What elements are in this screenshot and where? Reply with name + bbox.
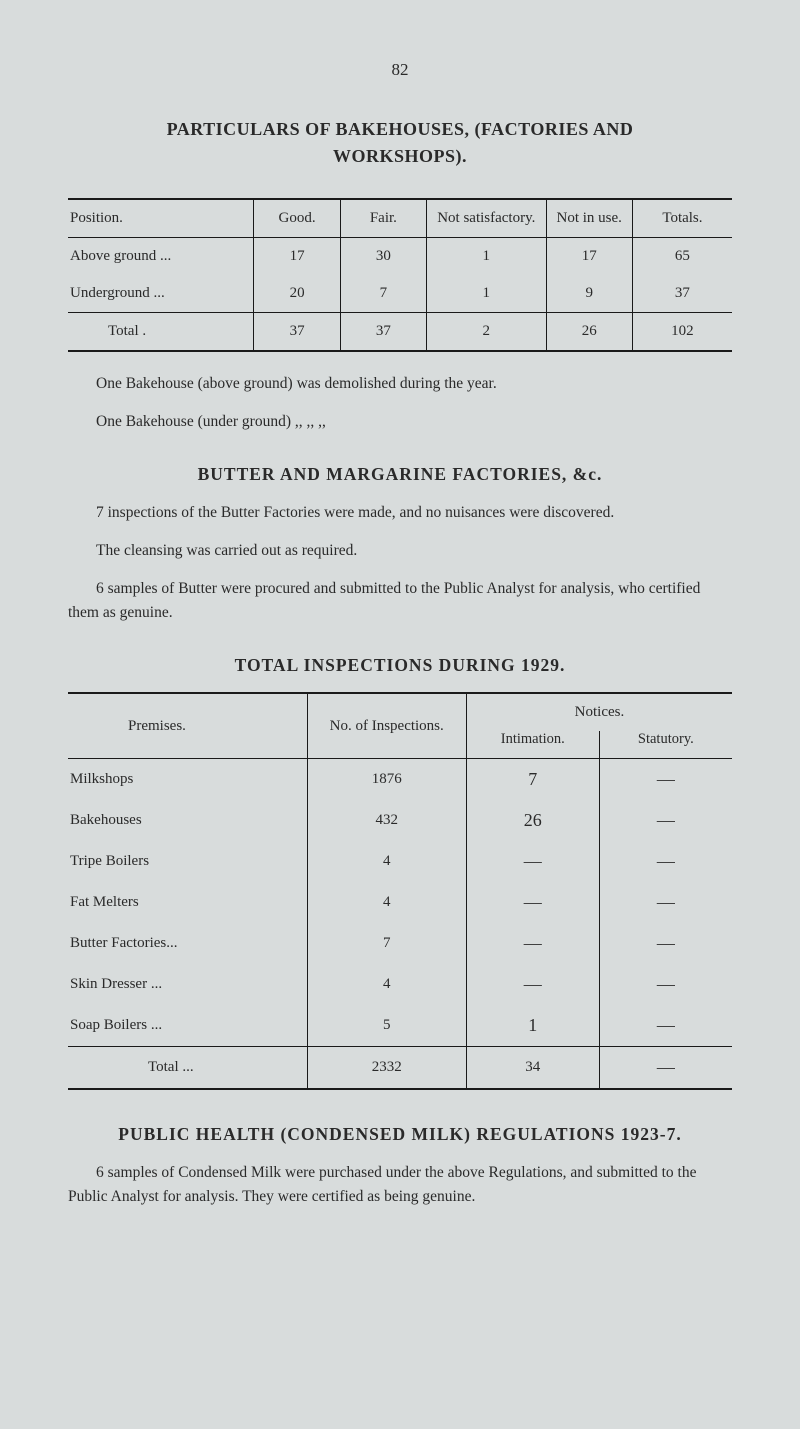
- col-statutory: Statutory.: [599, 731, 732, 759]
- cell-statutory: —: [599, 841, 732, 882]
- col-intimation: Intimation.: [466, 731, 599, 759]
- cell-intimation: 34: [466, 1047, 599, 1090]
- cell-intimation: 26: [466, 800, 599, 841]
- cell-fair: 30: [340, 238, 426, 276]
- table-total-row: Total . 37 37 2 26 102: [68, 313, 732, 352]
- cell-statutory: —: [599, 1047, 732, 1090]
- paragraph: 6 samples of Condensed Milk were purchas…: [68, 1161, 732, 1209]
- section-title-inspections: TOTAL INSPECTIONS DURING 1929.: [68, 655, 732, 676]
- cell-inspections: 432: [307, 800, 466, 841]
- table-row: Skin Dresser ...4——: [68, 964, 732, 1005]
- cell-statutory: —: [599, 1005, 732, 1047]
- table-row: Milkshops18767—: [68, 759, 732, 801]
- cell-premises: Tripe Boilers: [68, 841, 307, 882]
- cell-total-label: Total ...: [68, 1047, 307, 1090]
- section-title-butter: BUTTER AND MARGARINE FACTORIES, &c.: [68, 464, 732, 485]
- cell-fair: 37: [340, 313, 426, 352]
- cell-not-in-use: 26: [546, 313, 632, 352]
- cell-inspections: 4: [307, 882, 466, 923]
- cell-good: 17: [254, 238, 340, 276]
- cell-inspections: 5: [307, 1005, 466, 1047]
- cell-inspections: 4: [307, 964, 466, 1005]
- bakehouses-table: Position. Good. Fair. Not satisfactory. …: [68, 198, 732, 352]
- cell-intimation: 1: [466, 1005, 599, 1047]
- cell-statutory: —: [599, 964, 732, 1005]
- section-title-public-health: PUBLIC HEALTH (CONDENSED MILK) REGULATIO…: [68, 1124, 732, 1145]
- paragraph: 6 samples of Butter were procured and su…: [68, 577, 732, 625]
- cell-intimation: 7: [466, 759, 599, 801]
- page-number: 82: [68, 60, 732, 80]
- cell-position: Above ground ...: [68, 238, 254, 276]
- col-good: Good.: [254, 199, 340, 238]
- cell-statutory: —: [599, 759, 732, 801]
- cell-not-in-use: 9: [546, 275, 632, 313]
- col-notices: Notices.: [466, 693, 732, 731]
- cell-not-in-use: 17: [546, 238, 632, 276]
- col-position: Position.: [68, 199, 254, 238]
- table-row: Above ground ... 17 30 1 17 65: [68, 238, 732, 276]
- table-row: Bakehouses43226—: [68, 800, 732, 841]
- col-fair: Fair.: [340, 199, 426, 238]
- cell-inspections: 7: [307, 923, 466, 964]
- cell-premises: Skin Dresser ...: [68, 964, 307, 1005]
- cell-premises: Milkshops: [68, 759, 307, 801]
- cell-good: 20: [254, 275, 340, 313]
- table-row: Soap Boilers ...51—: [68, 1005, 732, 1047]
- cell-intimation: —: [466, 841, 599, 882]
- table-total-row: Total ... 2332 34 —: [68, 1047, 732, 1090]
- cell-intimation: —: [466, 882, 599, 923]
- cell-position: Underground ...: [68, 275, 254, 313]
- cell-totals: 102: [632, 313, 732, 352]
- cell-not-sat: 2: [427, 313, 547, 352]
- cell-inspections: 1876: [307, 759, 466, 801]
- cell-totals: 65: [632, 238, 732, 276]
- cell-intimation: —: [466, 964, 599, 1005]
- paragraph: 7 inspections of the Butter Factories we…: [68, 501, 732, 525]
- table-row: Butter Factories...7——: [68, 923, 732, 964]
- paragraph: One Bakehouse (under ground) ,, ,, ,,: [68, 410, 732, 434]
- cell-statutory: —: [599, 800, 732, 841]
- cell-inspections: 4: [307, 841, 466, 882]
- cell-intimation: —: [466, 923, 599, 964]
- cell-good: 37: [254, 313, 340, 352]
- col-totals: Totals.: [632, 199, 732, 238]
- cell-inspections: 2332: [307, 1047, 466, 1090]
- table-header-row: Premises. No. of Inspections. Notices.: [68, 693, 732, 731]
- paragraph: One Bakehouse (above ground) was demolis…: [68, 372, 732, 396]
- col-not-satisfactory: Not satisfactory.: [427, 199, 547, 238]
- cell-fair: 7: [340, 275, 426, 313]
- title-line-1: PARTICULARS OF BAKEHOUSES, (FACTORIES AN…: [167, 119, 634, 139]
- inspections-table: Premises. No. of Inspections. Notices. I…: [68, 692, 732, 1090]
- table-row: Tripe Boilers4——: [68, 841, 732, 882]
- col-premises: Premises.: [68, 693, 307, 759]
- page-title: PARTICULARS OF BAKEHOUSES, (FACTORIES AN…: [68, 116, 732, 170]
- cell-statutory: —: [599, 923, 732, 964]
- cell-total-label: Total .: [68, 313, 254, 352]
- cell-statutory: —: [599, 882, 732, 923]
- cell-premises: Fat Melters: [68, 882, 307, 923]
- cell-premises: Soap Boilers ...: [68, 1005, 307, 1047]
- cell-not-sat: 1: [427, 238, 547, 276]
- col-not-in-use: Not in use.: [546, 199, 632, 238]
- document-page: 82 PARTICULARS OF BAKEHOUSES, (FACTORIES…: [0, 0, 800, 1283]
- cell-totals: 37: [632, 275, 732, 313]
- cell-premises: Butter Factories...: [68, 923, 307, 964]
- title-line-2: WORKSHOPS).: [333, 146, 467, 166]
- cell-not-sat: 1: [427, 275, 547, 313]
- table-row: Underground ... 20 7 1 9 37: [68, 275, 732, 313]
- cell-premises: Bakehouses: [68, 800, 307, 841]
- col-inspections: No. of Inspections.: [307, 693, 466, 759]
- table-row: Fat Melters4——: [68, 882, 732, 923]
- paragraph: The cleansing was carried out as require…: [68, 539, 732, 563]
- table-header-row: Position. Good. Fair. Not satisfactory. …: [68, 199, 732, 238]
